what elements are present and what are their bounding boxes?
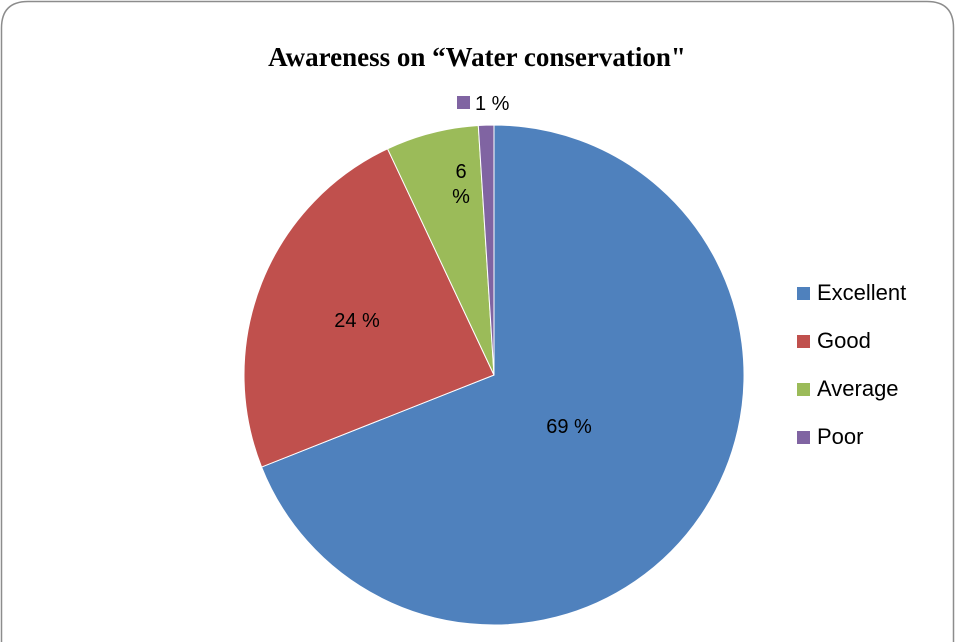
pie-slice-excellent <box>260 124 745 626</box>
legend-label-good: Good <box>817 328 871 353</box>
pie-slice-good <box>243 148 495 468</box>
data-label-average: 6% <box>452 161 470 208</box>
legend-swatch-good <box>797 335 810 348</box>
legend-swatch-average <box>797 383 810 396</box>
chart-title: Awareness on “Water conservation" <box>268 42 686 72</box>
pie-data-labels: 69 % 24 % 6 % 1 % <box>334 93 592 438</box>
pie-slices <box>243 124 745 626</box>
data-label-good: 24 % <box>334 310 380 332</box>
data-label-excellent: 69 % <box>546 416 592 438</box>
data-label-marker-poor <box>457 96 470 109</box>
legend-swatch-excellent <box>797 287 810 300</box>
legend-label-poor: Poor <box>817 424 863 449</box>
pie-slice-poor <box>477 124 495 376</box>
legend-swatch-poor <box>797 431 810 444</box>
legend-label-average: Average <box>817 376 899 401</box>
data-label-poor: 1 % <box>475 93 510 115</box>
legend-label-excellent: Excellent <box>817 280 906 305</box>
legend: Excellent Good Average Poor <box>797 280 906 449</box>
